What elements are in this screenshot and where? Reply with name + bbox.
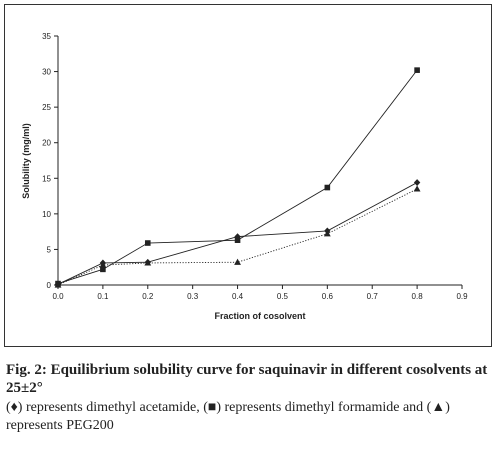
- series-layer: [54, 67, 421, 288]
- data-point-triangle: [234, 258, 241, 265]
- x-tick-label: 0.7: [367, 292, 379, 301]
- axes: 0 5 10 15 20 25 30 35 0.0 0.1 0.2 0.3 0.4 0.5 0.6 0.7 0.…: [42, 32, 468, 301]
- x-tick-label: 0.6: [322, 292, 334, 301]
- y-axis-label: Solubility (mg/ml): [21, 123, 31, 199]
- y-tick-label: 0: [47, 281, 52, 290]
- data-point-triangle: [323, 230, 331, 237]
- x-tick-label: 0.8: [412, 292, 424, 301]
- x-tick-label: 0.4: [232, 292, 244, 301]
- data-point-triangle: [413, 185, 421, 192]
- data-point-diamond: [413, 179, 421, 186]
- data-point-square: [324, 184, 331, 191]
- caption-title: Fig. 2: Equilibrium solubility curve for…: [6, 362, 488, 396]
- series-triangle: [54, 185, 421, 288]
- series-line-square: [57, 69, 418, 285]
- x-tick-label: 0.5: [277, 292, 289, 301]
- series-line-diamond: [57, 182, 418, 285]
- data-point-triangle: [54, 281, 62, 288]
- chart: 0 5 10 15 20 25 30 35 0.0 0.1 0.2 0.3 0.4 0.5 0.6 0.7 0.…: [21, 32, 468, 321]
- caption: Fig. 2: Equilibrium solubility curve for…: [6, 361, 494, 435]
- series-square: [55, 67, 420, 287]
- x-tick-label: 0.3: [187, 292, 199, 301]
- y-tick-label: 30: [42, 68, 51, 77]
- x-tick-label: 0.1: [97, 292, 109, 301]
- data-point-square: [234, 237, 241, 243]
- y-tick-label: 20: [42, 139, 51, 148]
- series-line-triangle: [57, 188, 418, 286]
- data-point-triangle: [99, 261, 107, 268]
- x-tick-label: 0.0: [52, 292, 64, 301]
- x-tick-label: 0.2: [142, 292, 154, 301]
- series-diamond: [54, 179, 421, 288]
- plot-frame: [4, 4, 492, 347]
- y-tick-label: 35: [42, 32, 51, 41]
- y-tick-label: 25: [42, 103, 51, 112]
- data-point-square: [414, 67, 420, 73]
- x-tick-label: 0.9: [456, 292, 468, 301]
- data-point-square: [144, 240, 151, 246]
- y-tick-label: 5: [47, 245, 52, 254]
- data-point-triangle: [144, 259, 152, 266]
- x-axis-label: Fraction of cosolvent: [214, 311, 305, 321]
- y-tick-label: 10: [42, 210, 51, 219]
- data-point-square: [100, 266, 106, 273]
- y-tick-label: 15: [42, 174, 51, 183]
- caption-legend: (♦) represents dimethyl acetamide, (■) r…: [6, 400, 450, 433]
